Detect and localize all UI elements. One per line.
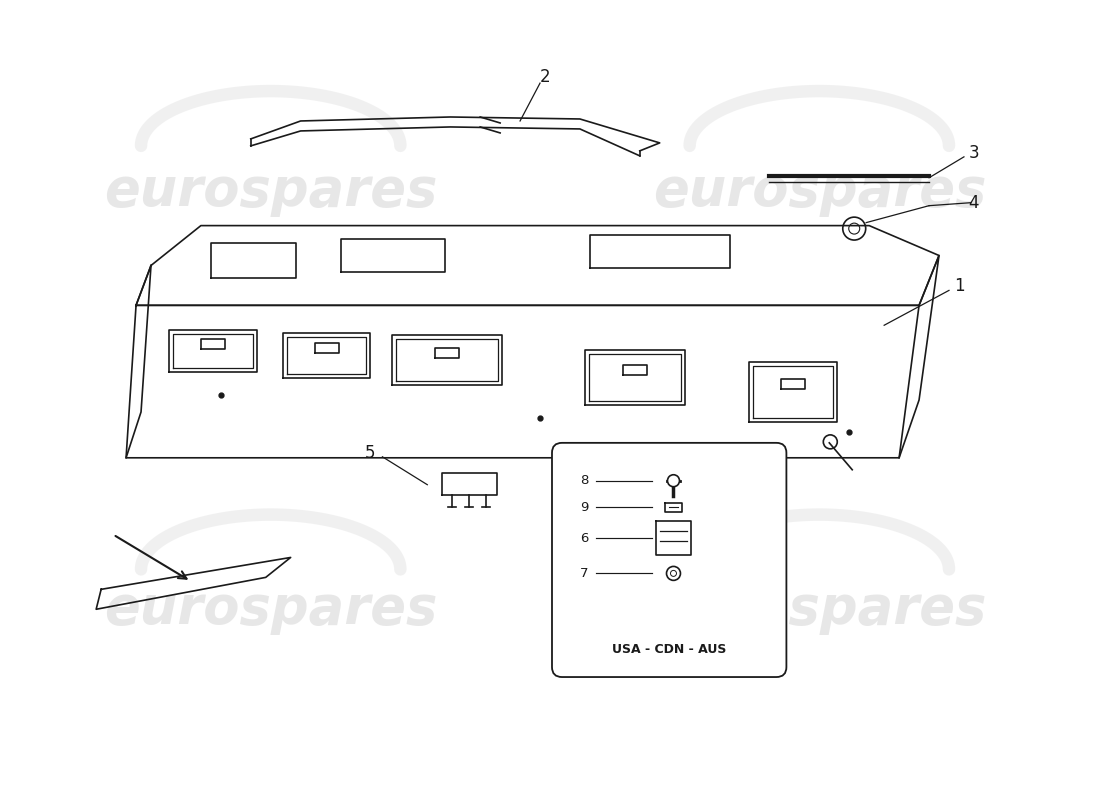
- Text: 2: 2: [540, 68, 550, 86]
- Text: 9: 9: [580, 501, 588, 514]
- Circle shape: [668, 474, 680, 486]
- Text: 8: 8: [580, 474, 588, 487]
- Text: 7: 7: [580, 567, 588, 580]
- Text: 4: 4: [969, 194, 979, 212]
- Text: 5: 5: [365, 444, 376, 462]
- Text: eurospares: eurospares: [104, 583, 438, 635]
- Text: eurospares: eurospares: [652, 583, 986, 635]
- Text: USA - CDN - AUS: USA - CDN - AUS: [612, 642, 726, 656]
- Text: 6: 6: [580, 531, 588, 545]
- FancyBboxPatch shape: [552, 443, 786, 677]
- Text: eurospares: eurospares: [104, 165, 438, 217]
- Circle shape: [667, 566, 681, 580]
- Text: 3: 3: [969, 144, 979, 162]
- Text: eurospares: eurospares: [652, 165, 986, 217]
- Text: 1: 1: [954, 278, 965, 295]
